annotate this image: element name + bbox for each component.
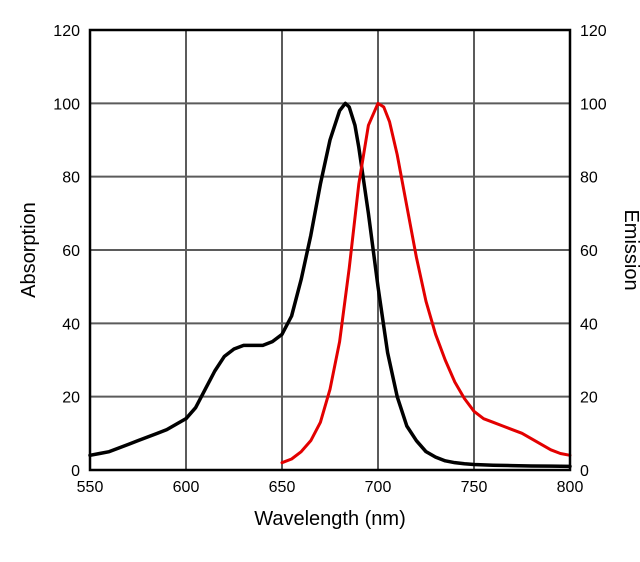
y-right-axis-title: Emission (620, 209, 640, 290)
svg-text:40: 40 (580, 316, 598, 333)
svg-text:0: 0 (580, 463, 589, 480)
svg-text:700: 700 (365, 479, 392, 496)
svg-text:800: 800 (557, 479, 584, 496)
svg-text:550: 550 (77, 479, 104, 496)
svg-text:100: 100 (53, 96, 80, 113)
svg-text:20: 20 (62, 390, 80, 407)
svg-text:120: 120 (53, 23, 80, 40)
chart-canvas: 5506006507007508000204060801001200204060… (0, 0, 640, 562)
svg-text:80: 80 (62, 170, 80, 187)
spectrum-chart: 5506006507007508000204060801001200204060… (0, 0, 640, 562)
x-axis-title: Wavelength (nm) (254, 508, 406, 530)
svg-text:60: 60 (580, 243, 598, 260)
svg-text:100: 100 (580, 96, 607, 113)
svg-text:40: 40 (62, 316, 80, 333)
svg-text:750: 750 (461, 479, 488, 496)
svg-text:650: 650 (269, 479, 296, 496)
svg-text:120: 120 (580, 23, 607, 40)
svg-text:600: 600 (173, 479, 200, 496)
svg-text:0: 0 (71, 463, 80, 480)
svg-text:20: 20 (580, 390, 598, 407)
svg-text:80: 80 (580, 170, 598, 187)
svg-text:60: 60 (62, 243, 80, 260)
y-left-axis-title: Absorption (18, 202, 40, 298)
